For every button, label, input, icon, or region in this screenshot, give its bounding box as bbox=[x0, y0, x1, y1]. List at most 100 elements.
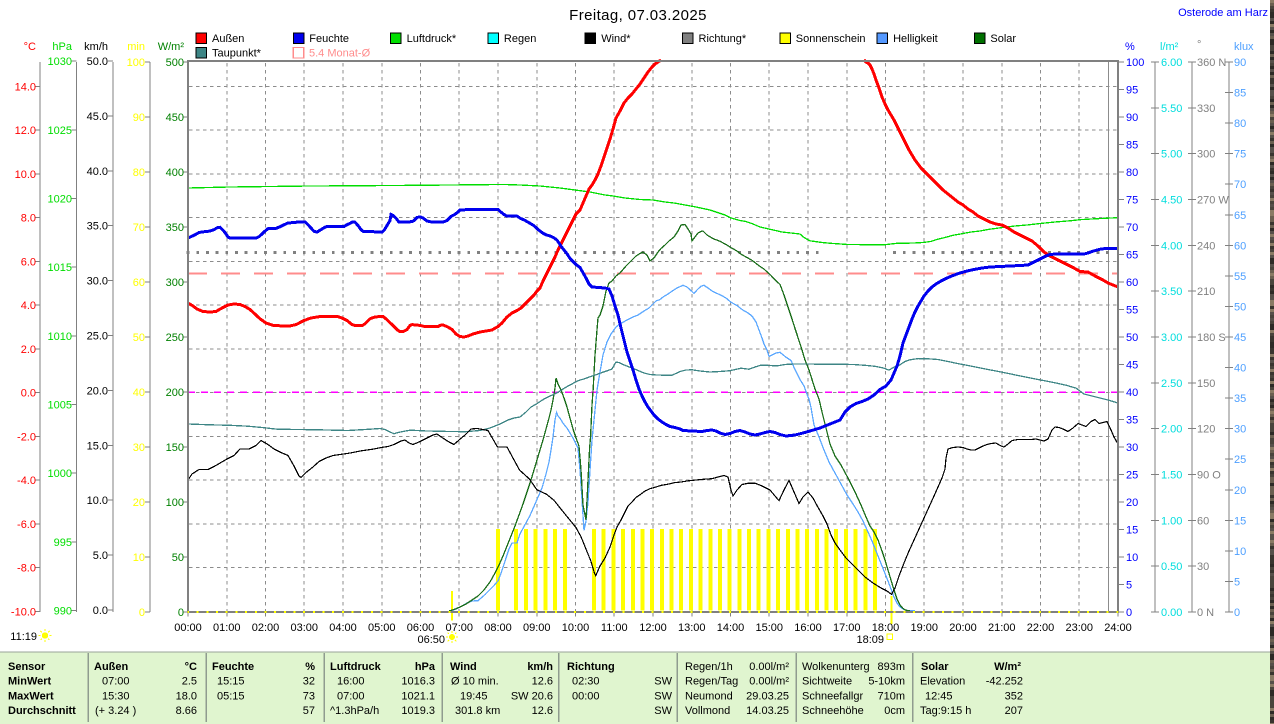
svg-text:Feuchte: Feuchte bbox=[309, 33, 349, 45]
svg-text:200: 200 bbox=[166, 387, 184, 399]
svg-text:12.6: 12.6 bbox=[532, 676, 553, 688]
svg-text:%: % bbox=[1125, 41, 1135, 53]
svg-text:2.5: 2.5 bbox=[182, 676, 197, 688]
svg-text:2.50: 2.50 bbox=[1161, 378, 1182, 390]
svg-text:0cm: 0cm bbox=[884, 705, 905, 717]
svg-text:15:15: 15:15 bbox=[217, 676, 245, 688]
svg-text:08:00: 08:00 bbox=[484, 622, 512, 634]
svg-text:29.03.25: 29.03.25 bbox=[746, 690, 789, 702]
svg-text:20: 20 bbox=[133, 497, 145, 509]
svg-text:30: 30 bbox=[1126, 442, 1138, 454]
svg-text:13:00: 13:00 bbox=[678, 622, 706, 634]
svg-text:1.00: 1.00 bbox=[1161, 515, 1182, 527]
svg-text:73: 73 bbox=[303, 690, 315, 702]
svg-text:150: 150 bbox=[1197, 378, 1215, 390]
svg-text:70: 70 bbox=[133, 222, 145, 234]
svg-text:90: 90 bbox=[1126, 112, 1138, 124]
svg-text:3.00: 3.00 bbox=[1161, 332, 1182, 344]
svg-text:8.66: 8.66 bbox=[176, 705, 197, 717]
svg-text:Wind*: Wind* bbox=[601, 33, 631, 45]
svg-text:95: 95 bbox=[1126, 85, 1138, 97]
svg-text:17:00: 17:00 bbox=[833, 622, 861, 634]
svg-text:85: 85 bbox=[1126, 140, 1138, 152]
svg-text:360 N: 360 N bbox=[1197, 57, 1226, 69]
svg-text:01:00: 01:00 bbox=[213, 622, 241, 634]
svg-text:09:00: 09:00 bbox=[523, 622, 551, 634]
svg-text:Ø 10 min.: Ø 10 min. bbox=[451, 676, 499, 688]
svg-text:5: 5 bbox=[1234, 576, 1240, 588]
svg-text:5.00: 5.00 bbox=[1161, 149, 1182, 161]
svg-text:330: 330 bbox=[1197, 103, 1215, 115]
svg-text:-42.252: -42.252 bbox=[986, 676, 1023, 688]
svg-text:30.0: 30.0 bbox=[87, 276, 108, 288]
svg-text:Regen/Tag: Regen/Tag bbox=[685, 676, 738, 688]
svg-text:70: 70 bbox=[1126, 222, 1138, 234]
svg-text:50.0: 50.0 bbox=[87, 56, 108, 68]
svg-text:3.50: 3.50 bbox=[1161, 286, 1182, 298]
svg-text:24:00: 24:00 bbox=[1104, 622, 1132, 634]
svg-text:(+ 3.24 ): (+ 3.24 ) bbox=[95, 705, 136, 717]
svg-text:1010: 1010 bbox=[48, 331, 72, 343]
svg-text:90 O: 90 O bbox=[1197, 469, 1221, 481]
svg-text:0: 0 bbox=[1126, 607, 1132, 619]
svg-text:2.0: 2.0 bbox=[21, 344, 36, 356]
svg-text:-8.0: -8.0 bbox=[17, 563, 36, 575]
svg-text:30: 30 bbox=[1197, 561, 1209, 573]
svg-text:20.0: 20.0 bbox=[87, 385, 108, 397]
svg-text:50: 50 bbox=[133, 332, 145, 344]
svg-text:00:00: 00:00 bbox=[572, 690, 600, 702]
svg-text:°C: °C bbox=[24, 41, 36, 53]
svg-text:14.0: 14.0 bbox=[15, 81, 36, 93]
svg-text:Sichtweite: Sichtweite bbox=[802, 676, 852, 688]
svg-text:30: 30 bbox=[1234, 424, 1246, 436]
svg-text:300: 300 bbox=[1197, 149, 1215, 161]
svg-text:0.00l/m²: 0.00l/m² bbox=[749, 661, 789, 673]
svg-text:Sensor: Sensor bbox=[8, 661, 46, 673]
svg-text:30: 30 bbox=[133, 442, 145, 454]
svg-text:07:00: 07:00 bbox=[337, 690, 365, 702]
svg-text:301.8 km: 301.8 km bbox=[455, 705, 500, 717]
svg-text:10: 10 bbox=[1126, 552, 1138, 564]
svg-text:hPa: hPa bbox=[415, 661, 436, 673]
svg-text:15:30: 15:30 bbox=[102, 690, 130, 702]
svg-text:100: 100 bbox=[166, 497, 184, 509]
svg-text:0: 0 bbox=[178, 607, 184, 619]
svg-text:240: 240 bbox=[1197, 240, 1215, 252]
svg-text:06:00: 06:00 bbox=[407, 622, 435, 634]
svg-text:450: 450 bbox=[166, 112, 184, 124]
svg-text:990: 990 bbox=[54, 605, 72, 617]
svg-text:MinWert: MinWert bbox=[8, 676, 52, 688]
svg-text:50: 50 bbox=[172, 552, 184, 564]
svg-text:Außen: Außen bbox=[94, 661, 129, 673]
svg-text:°: ° bbox=[1197, 39, 1201, 51]
svg-text:120: 120 bbox=[1197, 424, 1215, 436]
svg-text:60: 60 bbox=[133, 277, 145, 289]
svg-text:210: 210 bbox=[1197, 286, 1215, 298]
svg-text:80: 80 bbox=[1126, 167, 1138, 179]
svg-text:l/m²: l/m² bbox=[1160, 41, 1179, 53]
svg-text:0.0: 0.0 bbox=[21, 388, 36, 400]
svg-text:°C: °C bbox=[185, 661, 197, 673]
svg-text:4.00: 4.00 bbox=[1161, 240, 1182, 252]
svg-text:hPa: hPa bbox=[52, 41, 72, 53]
svg-text:80: 80 bbox=[1234, 118, 1246, 130]
svg-text:Regen/1h: Regen/1h bbox=[685, 661, 733, 673]
svg-text:00:00: 00:00 bbox=[174, 622, 202, 634]
svg-text:57: 57 bbox=[303, 705, 315, 717]
svg-text:0.00l/m²: 0.00l/m² bbox=[749, 676, 789, 688]
svg-text:60: 60 bbox=[1126, 277, 1138, 289]
svg-text:04:00: 04:00 bbox=[329, 622, 357, 634]
svg-text:5.50: 5.50 bbox=[1161, 103, 1182, 115]
svg-text:100: 100 bbox=[127, 57, 145, 69]
svg-text:1019.3: 1019.3 bbox=[401, 705, 435, 717]
svg-text:45: 45 bbox=[1126, 360, 1138, 372]
svg-text:23:00: 23:00 bbox=[1065, 622, 1093, 634]
svg-text:25: 25 bbox=[1126, 470, 1138, 482]
svg-text:10.0: 10.0 bbox=[87, 495, 108, 507]
svg-text:25: 25 bbox=[1234, 454, 1246, 466]
svg-text:40: 40 bbox=[133, 387, 145, 399]
svg-text:85: 85 bbox=[1234, 88, 1246, 100]
svg-text:02:00: 02:00 bbox=[252, 622, 280, 634]
svg-text:05:00: 05:00 bbox=[368, 622, 396, 634]
svg-text:SW 20.6: SW 20.6 bbox=[511, 690, 553, 702]
